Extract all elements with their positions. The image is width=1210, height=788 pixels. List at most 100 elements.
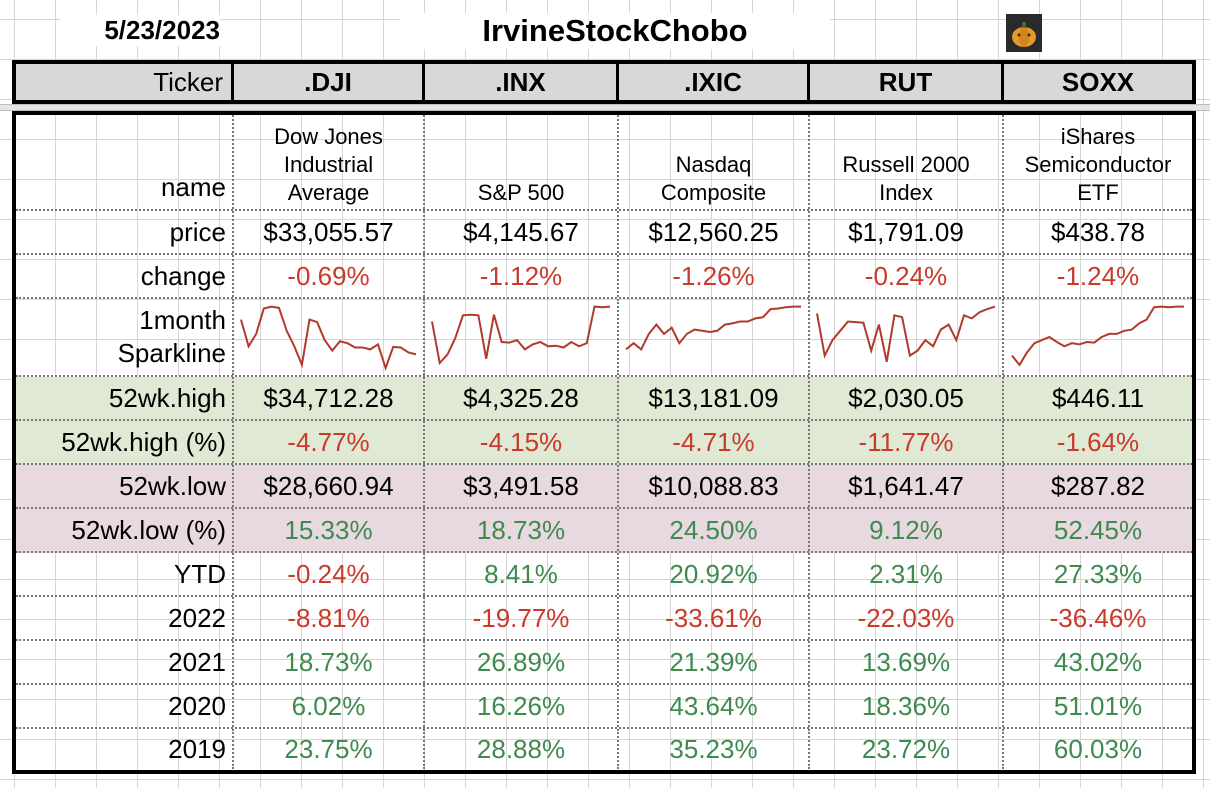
low52-pct-cell[interactable]: 9.12% bbox=[810, 509, 1004, 551]
ytd-cell[interactable]: 2.31% bbox=[810, 553, 1004, 595]
change-cell[interactable]: -1.26% bbox=[619, 255, 810, 297]
year-return-cell[interactable]: 6.02% bbox=[234, 685, 425, 727]
table-row-2019: 2019 23.75% 28.88% 35.23% 23.72% 60.03% bbox=[16, 729, 1192, 769]
row-label[interactable]: 52wk.high bbox=[16, 377, 234, 419]
row-label[interactable]: change bbox=[16, 255, 234, 297]
low52-pct-cell[interactable]: 15.33% bbox=[234, 509, 425, 551]
year-return-cell[interactable]: 23.72% bbox=[810, 729, 1004, 769]
row-label[interactable]: 52wk.low bbox=[16, 465, 234, 507]
row-label[interactable]: 2021 bbox=[16, 641, 234, 683]
data-table: name Dow Jones Industrial Average S&P 50… bbox=[12, 111, 1196, 774]
price-cell[interactable]: $438.78 bbox=[1051, 216, 1145, 247]
sparkline-cell[interactable] bbox=[234, 299, 425, 375]
ytd-cell[interactable]: 27.33% bbox=[1053, 558, 1143, 589]
row-label[interactable]: 52wk.high (%) bbox=[16, 421, 234, 463]
high52-cell[interactable]: $13,181.09 bbox=[619, 377, 810, 419]
low52-pct-cell[interactable]: 52.45% bbox=[1053, 514, 1143, 545]
high52-cell[interactable]: $34,712.28 bbox=[234, 377, 425, 419]
sheet-title[interactable]: IrvineStockChobo bbox=[400, 13, 830, 49]
high52-cell[interactable]: $446.11 bbox=[1051, 382, 1145, 413]
year-return-cell[interactable]: -33.61% bbox=[619, 597, 810, 639]
row-label[interactable]: YTD bbox=[16, 553, 234, 595]
year-return-cell[interactable]: 28.88% bbox=[425, 729, 619, 769]
high52-pct-cell[interactable]: -4.77% bbox=[234, 421, 425, 463]
sparkline-chart bbox=[240, 305, 417, 372]
change-cell[interactable]: -1.24% bbox=[1056, 260, 1140, 291]
change-cell[interactable]: -0.24% bbox=[810, 255, 1004, 297]
year-return-cell[interactable]: -19.77% bbox=[425, 597, 619, 639]
ticker-ixic[interactable]: .IXIC bbox=[619, 64, 810, 100]
year-return-cell[interactable]: -36.46% bbox=[1049, 602, 1147, 633]
sparkline-cell[interactable] bbox=[1004, 299, 1192, 375]
year-return-cell[interactable]: 18.36% bbox=[810, 685, 1004, 727]
table-row-price: price $33,055.57 $4,145.67 $12,560.25 $1… bbox=[16, 211, 1192, 255]
low52-cell[interactable]: $28,660.94 bbox=[234, 465, 425, 507]
sparkline-chart bbox=[625, 305, 801, 351]
table-row-name: name Dow Jones Industrial Average S&P 50… bbox=[16, 115, 1192, 211]
year-return-cell[interactable]: 60.03% bbox=[1053, 733, 1143, 764]
name-cell[interactable]: iShares Semiconductor ETF bbox=[1024, 124, 1172, 205]
low52-pct-cell[interactable]: 18.73% bbox=[425, 509, 619, 551]
table-row-52wk-high: 52wk.high $34,712.28 $4,325.28 $13,181.0… bbox=[16, 377, 1192, 421]
high52-cell[interactable]: $2,030.05 bbox=[810, 377, 1004, 419]
date-cell[interactable]: 5/23/2023 bbox=[60, 15, 220, 46]
sparkline-cell[interactable] bbox=[425, 299, 619, 375]
ytd-cell[interactable]: 8.41% bbox=[425, 553, 619, 595]
low52-pct-cell[interactable]: 24.50% bbox=[619, 509, 810, 551]
low52-cell[interactable]: $10,088.83 bbox=[619, 465, 810, 507]
year-return-cell[interactable]: 26.89% bbox=[425, 641, 619, 683]
ytd-cell[interactable]: -0.24% bbox=[234, 553, 425, 595]
table-row-2021: 2021 18.73% 26.89% 21.39% 13.69% 43.02% bbox=[16, 641, 1192, 685]
year-return-cell[interactable]: 43.64% bbox=[619, 685, 810, 727]
year-return-cell[interactable]: 21.39% bbox=[619, 641, 810, 683]
name-cell[interactable]: Nasdaq Composite bbox=[619, 115, 810, 209]
table-row-change: change -0.69% -1.12% -1.26% -0.24% -1.24… bbox=[16, 255, 1192, 299]
row-label[interactable]: 2019 bbox=[16, 729, 234, 769]
ytd-cell[interactable]: 20.92% bbox=[619, 553, 810, 595]
sparkline-cell[interactable] bbox=[619, 299, 810, 375]
name-cell[interactable]: Russell 2000 Index bbox=[810, 115, 1004, 209]
row-label[interactable]: name bbox=[16, 115, 234, 209]
price-cell[interactable]: $12,560.25 bbox=[619, 211, 810, 253]
ticker-rut[interactable]: RUT bbox=[810, 64, 1004, 100]
name-cell[interactable]: Dow Jones Industrial Average bbox=[234, 115, 425, 209]
sparkline-chart bbox=[816, 305, 996, 363]
row-label[interactable]: 1month Sparkline bbox=[16, 299, 234, 375]
low52-cell[interactable]: $1,641.47 bbox=[810, 465, 1004, 507]
row-label[interactable]: 52wk.low (%) bbox=[16, 509, 234, 551]
price-cell[interactable]: $1,791.09 bbox=[810, 211, 1004, 253]
sparkline-cell[interactable] bbox=[810, 299, 1004, 375]
year-return-cell[interactable]: -22.03% bbox=[810, 597, 1004, 639]
low52-cell[interactable]: $3,491.58 bbox=[425, 465, 619, 507]
high52-pct-cell[interactable]: -11.77% bbox=[810, 421, 1004, 463]
high52-pct-cell[interactable]: -4.71% bbox=[619, 421, 810, 463]
high52-pct-cell[interactable]: -4.15% bbox=[425, 421, 619, 463]
high52-pct-cell[interactable]: -1.64% bbox=[1056, 426, 1140, 457]
year-return-cell[interactable]: 43.02% bbox=[1053, 646, 1143, 677]
year-return-cell[interactable]: 18.73% bbox=[234, 641, 425, 683]
row-label[interactable]: price bbox=[16, 211, 234, 253]
year-return-cell[interactable]: 35.23% bbox=[619, 729, 810, 769]
frozen-row-divider[interactable] bbox=[0, 104, 1210, 111]
ticker-soxx[interactable]: SOXX bbox=[1061, 66, 1135, 97]
low52-cell[interactable]: $287.82 bbox=[1051, 470, 1145, 501]
pumpkin-logo-icon bbox=[1006, 14, 1042, 52]
change-cell[interactable]: -0.69% bbox=[234, 255, 425, 297]
ticker-inx[interactable]: .INX bbox=[425, 64, 619, 100]
year-return-cell[interactable]: 51.01% bbox=[1053, 690, 1143, 721]
price-cell[interactable]: $4,145.67 bbox=[425, 211, 619, 253]
sparkline-series-line bbox=[240, 305, 417, 372]
year-return-cell[interactable]: 13.69% bbox=[810, 641, 1004, 683]
price-cell[interactable]: $33,055.57 bbox=[234, 211, 425, 253]
row-label[interactable]: 2022 bbox=[16, 597, 234, 639]
row-label[interactable]: 2020 bbox=[16, 685, 234, 727]
year-return-cell[interactable]: 23.75% bbox=[234, 729, 425, 769]
year-return-cell[interactable]: 16.26% bbox=[425, 685, 619, 727]
high52-cell[interactable]: $4,325.28 bbox=[425, 377, 619, 419]
change-cell[interactable]: -1.12% bbox=[425, 255, 619, 297]
sparkline-label-line1: 1month bbox=[139, 305, 226, 335]
year-return-cell[interactable]: -8.81% bbox=[234, 597, 425, 639]
ticker-label[interactable]: Ticker bbox=[16, 64, 234, 100]
ticker-dji[interactable]: .DJI bbox=[234, 64, 425, 100]
name-cell[interactable]: S&P 500 bbox=[425, 115, 619, 209]
